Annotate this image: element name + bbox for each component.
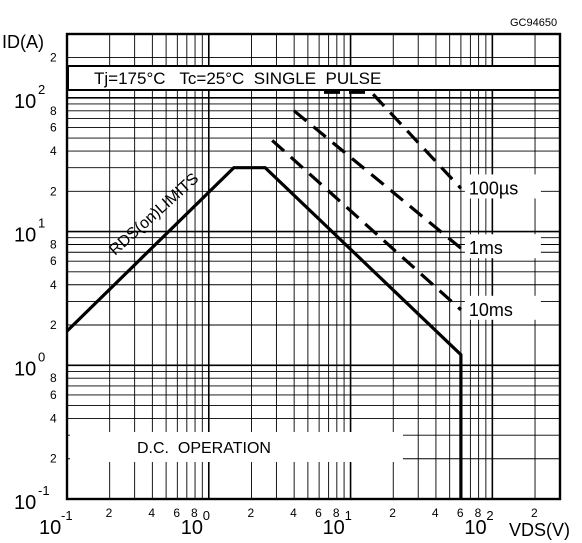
y-minor-tick-label: 4 (50, 278, 57, 292)
curve-series-0 (65, 166, 463, 499)
y-tick-label-0: 10 (14, 492, 36, 514)
x-tick-exp-0: -1 (61, 508, 73, 523)
x-tick-exp-1: 0 (203, 508, 210, 523)
y-minor-tick-label: 6 (50, 254, 57, 268)
grid (66, 33, 561, 500)
annotation-bg-3 (464, 295, 541, 320)
x-tick-exp-3: 2 (486, 508, 493, 523)
conditions-box (67, 65, 561, 91)
x-minor-tick-label: 4 (432, 506, 439, 520)
y-minor-tick-label: 8 (50, 371, 57, 385)
y-tick-exp-0: -1 (38, 483, 50, 498)
x-tick-label-1: 10 (181, 517, 203, 539)
x-minor-tick-label: 6 (457, 506, 464, 520)
annotation-bg-1 (464, 174, 541, 199)
conditions-text: Tj=175°C Tc=25°C SINGLE PULSE (94, 69, 381, 88)
x-tick-label-2: 10 (323, 517, 345, 539)
x-minor-tick-label: 2 (389, 506, 396, 520)
y-minor-tick-label: 8 (50, 104, 57, 118)
x-tick-exp-2: 1 (345, 508, 352, 523)
curve-series-1 (324, 90, 463, 190)
y-minor-tick-label: 4 (50, 411, 57, 425)
x-minor-tick-label: 6 (315, 506, 322, 520)
dc-label-box (70, 432, 403, 462)
x-minor-tick-label: 6 (173, 506, 180, 520)
annotation-label-2: 1ms (469, 238, 503, 258)
y-minor-tick-label: 2 (50, 184, 57, 198)
x-minor-tick-label: 2 (531, 506, 538, 520)
annotations: 100µs 1ms 10ms (464, 174, 541, 320)
annotation-label-1: 100µs (469, 178, 518, 198)
y-tick-exp-1: 0 (38, 349, 45, 364)
y-minor-tick-label: 6 (50, 388, 57, 402)
y-minor-tick-label: 2 (50, 452, 57, 466)
y-axis-label: ID(A) (2, 32, 44, 52)
plot-frame (65, 32, 562, 501)
x-minor-tick-label: 8 (475, 506, 482, 520)
x-tick-label-0: 10 (39, 517, 61, 539)
curves (65, 90, 463, 499)
annotation-label-3: 10ms (469, 300, 513, 320)
y-minor-tick-label: 4 (50, 144, 57, 158)
x-minor-tick-label: 4 (148, 506, 155, 520)
x-tick-label-3: 10 (464, 517, 486, 539)
y-minor-tick-label: 8 (50, 237, 57, 251)
y-minor-tick-label: 6 (50, 120, 57, 134)
x-minor-tick-label: 8 (191, 506, 198, 520)
y-minor-tick-label: 2 (50, 318, 57, 332)
y-tick-label-3: 10 (14, 91, 36, 113)
annotation-bg-2 (464, 234, 541, 259)
y-tick-exp-3: 2 (38, 82, 45, 97)
y-tick-label-1: 10 (14, 358, 36, 380)
y-tick-label-2: 10 (14, 225, 36, 247)
dc-operation-label: D.C. OPERATION (137, 440, 271, 457)
curve-series-2 (293, 109, 462, 250)
x-minor-tick-label: 8 (333, 506, 340, 520)
y-minor-tick-label: 2 (50, 51, 57, 65)
x-axis-label: VDS(V) (509, 520, 570, 540)
figure-code: GC94650 (510, 17, 557, 29)
curve-series-3 (271, 139, 462, 311)
x-minor-tick-label: 2 (247, 506, 254, 520)
x-minor-tick-label: 2 (106, 506, 113, 520)
y-tick-exp-2: 1 (38, 216, 45, 231)
x-minor-tick-label: 4 (290, 506, 297, 520)
